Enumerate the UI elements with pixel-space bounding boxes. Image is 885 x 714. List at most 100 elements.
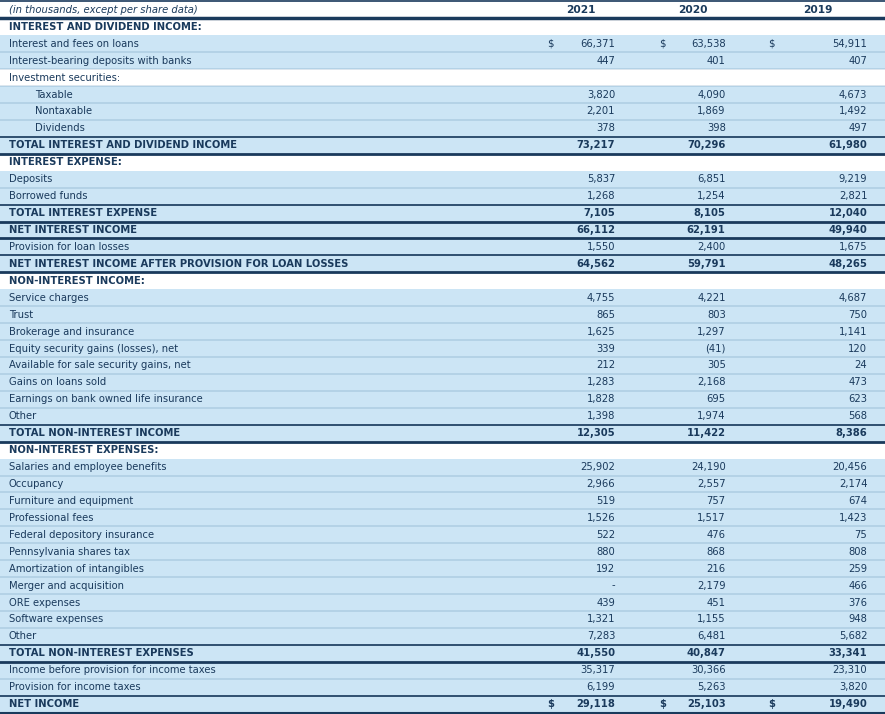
Text: 4,687: 4,687 [839,293,867,303]
Text: $: $ [659,39,666,49]
Bar [0,391,885,408]
Bar [0,120,885,137]
Text: -: - [612,580,615,590]
Text: 2,201: 2,201 [587,106,615,116]
Text: 73,217: 73,217 [576,141,615,151]
Text: 1,675: 1,675 [839,242,867,252]
Text: NON-INTEREST EXPENSES:: NON-INTEREST EXPENSES: [9,445,158,455]
Text: 9,219: 9,219 [839,174,867,184]
Text: 75: 75 [855,530,867,540]
Bar [0,1,885,19]
Text: 25,902: 25,902 [581,462,615,472]
Bar [0,611,885,628]
Text: $: $ [547,39,553,49]
Text: Trust: Trust [9,310,33,320]
Bar [0,35,885,52]
Bar [0,238,885,256]
Text: 398: 398 [707,124,726,134]
Bar [0,695,885,713]
Text: 948: 948 [849,615,867,625]
Text: Federal depository insurance: Federal depository insurance [9,530,154,540]
Text: 865: 865 [596,310,615,320]
Text: 880: 880 [596,547,615,557]
Text: 2,168: 2,168 [697,378,726,388]
Text: 1,268: 1,268 [587,191,615,201]
Text: 59,791: 59,791 [687,259,726,269]
Text: 522: 522 [596,530,615,540]
Text: 1,625: 1,625 [587,326,615,336]
Text: Interest-bearing deposits with banks: Interest-bearing deposits with banks [9,56,191,66]
Text: Available for sale security gains, net: Available for sale security gains, net [9,361,190,371]
Text: Investment securities:: Investment securities: [9,73,120,83]
Text: Other: Other [9,631,37,641]
Bar [0,137,885,154]
Text: 6,199: 6,199 [587,682,615,692]
Text: 2,179: 2,179 [697,580,726,590]
Text: 64,562: 64,562 [576,259,615,269]
Text: 2,821: 2,821 [839,191,867,201]
Text: 1,526: 1,526 [587,513,615,523]
Text: Nontaxable: Nontaxable [35,106,93,116]
Bar [0,221,885,238]
Text: $: $ [768,39,774,49]
Text: Taxable: Taxable [35,89,73,99]
Text: 2,557: 2,557 [697,479,726,489]
Text: 216: 216 [706,563,726,573]
Text: 5,682: 5,682 [839,631,867,641]
Text: Occupancy: Occupancy [9,479,64,489]
Bar [0,374,885,391]
Text: 757: 757 [706,496,726,506]
Text: 868: 868 [707,547,726,557]
Text: 497: 497 [849,124,867,134]
Text: Gains on loans sold: Gains on loans sold [9,378,106,388]
Bar [0,628,885,645]
Text: 447: 447 [596,56,615,66]
Text: 259: 259 [848,563,867,573]
Text: INTEREST EXPENSE:: INTEREST EXPENSE: [9,157,122,167]
Text: 62,191: 62,191 [687,225,726,235]
Text: 451: 451 [707,598,726,608]
Text: 803: 803 [707,310,726,320]
Text: 1,974: 1,974 [697,411,726,421]
Text: 1,492: 1,492 [839,106,867,116]
Bar [0,679,885,695]
Bar [0,425,885,442]
Text: 623: 623 [849,394,867,404]
Text: TOTAL INTEREST AND DIVIDEND INCOME: TOTAL INTEREST AND DIVIDEND INCOME [9,141,237,151]
Bar [0,357,885,374]
Text: 4,090: 4,090 [697,89,726,99]
Text: 4,673: 4,673 [839,89,867,99]
Bar [0,272,885,289]
Text: 24: 24 [855,361,867,371]
Text: NET INCOME: NET INCOME [9,699,79,709]
Text: 48,265: 48,265 [828,259,867,269]
Text: 192: 192 [596,563,615,573]
Text: 476: 476 [707,530,726,540]
Bar [0,323,885,340]
Text: 212: 212 [596,361,615,371]
Text: 4,755: 4,755 [587,293,615,303]
Bar [0,458,885,476]
Text: 808: 808 [849,547,867,557]
Bar [0,306,885,323]
Text: 339: 339 [596,343,615,353]
Bar [0,577,885,594]
Text: Other: Other [9,411,37,421]
Text: 41,550: 41,550 [576,648,615,658]
Text: Income before provision for income taxes: Income before provision for income taxes [9,665,216,675]
Text: 1,155: 1,155 [697,615,726,625]
Text: 1,283: 1,283 [587,378,615,388]
Text: TOTAL INTEREST EXPENSE: TOTAL INTEREST EXPENSE [9,208,157,218]
Text: 1,423: 1,423 [839,513,867,523]
Bar [0,340,885,357]
Text: 54,911: 54,911 [833,39,867,49]
Text: Dividends: Dividends [35,124,85,134]
Text: 19,490: 19,490 [828,699,867,709]
Text: 1,321: 1,321 [587,615,615,625]
Text: 2020: 2020 [678,5,707,15]
Bar [0,543,885,560]
Text: 7,283: 7,283 [587,631,615,641]
Text: 750: 750 [849,310,867,320]
Text: 30,366: 30,366 [691,665,726,675]
Text: 120: 120 [849,343,867,353]
